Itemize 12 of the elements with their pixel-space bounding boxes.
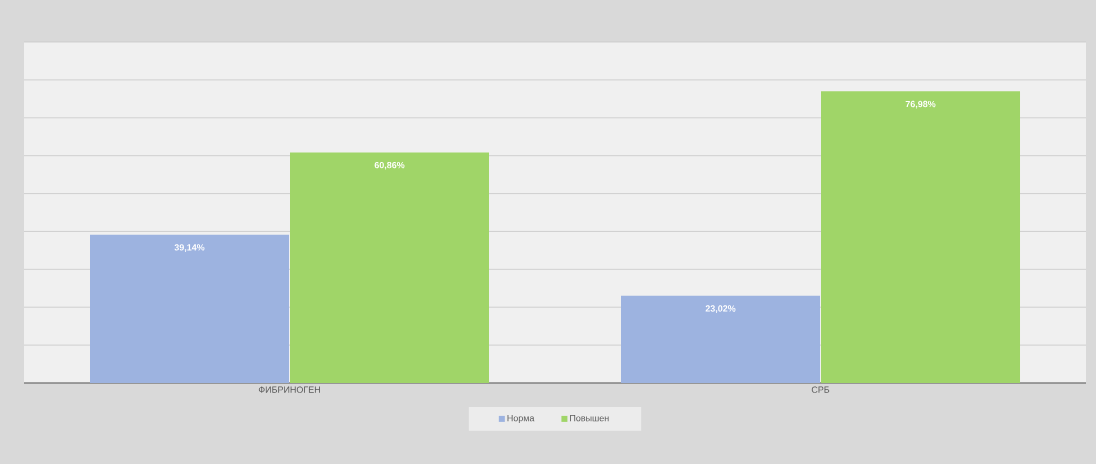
data-label: 76,98% [905,100,936,109]
bar [90,234,289,383]
data-label: 60,86% [374,161,405,170]
legend-label: Повышен [570,415,609,422]
data-label: 23,02% [705,305,736,313]
legend-label: Норма [507,415,535,424]
x-tick-label: СРБ [811,386,830,393]
data-label: 39,14% [174,244,205,252]
bar [821,91,1021,383]
x-tick-label: ФИБРИНОГЕН [258,386,320,393]
bar [290,152,489,383]
bar [621,295,821,383]
